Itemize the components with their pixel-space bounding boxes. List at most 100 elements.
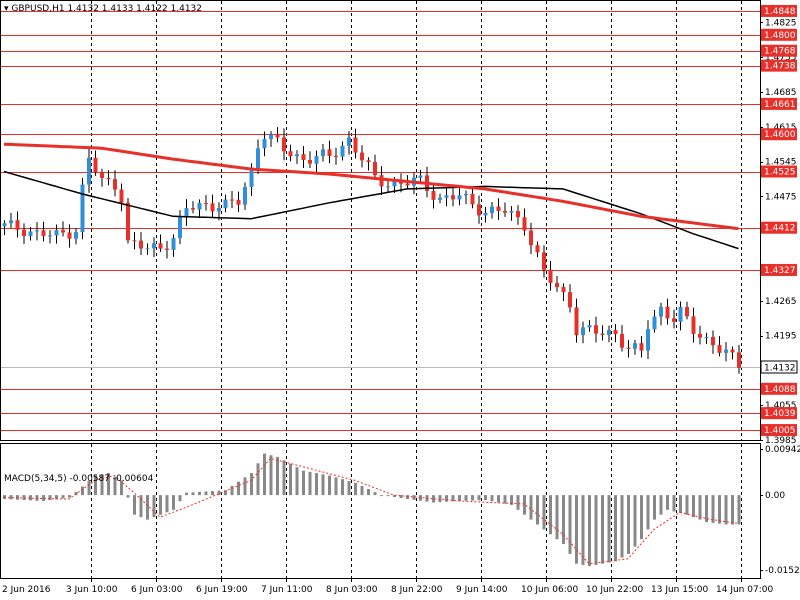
- candle-3: [22, 223, 26, 244]
- macd-bar-82: [536, 495, 539, 525]
- candle-35: [230, 191, 234, 209]
- macd-bar-22: [146, 495, 149, 520]
- candle-body: [87, 157, 91, 185]
- candle-body: [301, 154, 306, 160]
- level-tag-1.4738: 1.4738: [761, 59, 797, 72]
- symbol-timeframe: GBPUSD,H1: [11, 4, 65, 14]
- macd-bar-73: [477, 495, 481, 501]
- macd-bar-41: [269, 455, 273, 496]
- candle-body: [522, 217, 527, 231]
- candle-body: [15, 220, 20, 230]
- candle-body: [659, 306, 663, 317]
- level-tag-text: 1.4412: [764, 224, 796, 234]
- candle-body: [568, 292, 572, 308]
- level-tag-bg: [761, 165, 797, 178]
- level-tag-bg: [761, 382, 797, 395]
- macd-bar-44: [289, 463, 292, 496]
- macd-bar-79: [516, 495, 520, 510]
- candle-body: [392, 181, 397, 187]
- candle-body: [191, 208, 195, 210]
- macd-label: MACD(5,34,5): [4, 474, 67, 484]
- macd-bar-75: [490, 495, 494, 502]
- candle-10: [67, 224, 72, 248]
- macd-bar-49: [321, 474, 325, 496]
- candle-body: [327, 149, 332, 156]
- candle-0: [2, 220, 7, 236]
- candle-body: [35, 230, 39, 232]
- candle-37: [243, 182, 247, 210]
- macd-bar-95: [620, 495, 624, 558]
- candle-76: [496, 198, 501, 220]
- candle-41: [269, 131, 273, 147]
- macd-bar-89: [581, 495, 585, 565]
- candle-body: [399, 181, 403, 184]
- candle-109: [711, 330, 715, 354]
- macd-bar-60: [393, 495, 396, 498]
- macd-bar-45: [295, 467, 299, 496]
- candle-body: [470, 193, 475, 205]
- price-tick-1.4685: 1.4685: [765, 88, 797, 98]
- macd-bar-8: [55, 495, 58, 500]
- candle-20: [132, 231, 137, 250]
- candle-71: [464, 190, 468, 205]
- candle-55: [360, 145, 364, 168]
- candles: [2, 127, 741, 374]
- level-tag-text: 1.4600: [764, 130, 796, 140]
- time-label-1: 3 Jun 10:00: [66, 585, 118, 595]
- candle-32: [210, 194, 215, 218]
- candle-body: [503, 210, 507, 213]
- candle-body: [724, 349, 728, 353]
- candle-51: [334, 147, 338, 165]
- candle-body: [223, 199, 228, 209]
- macd-bar-76: [497, 495, 500, 503]
- candle-98: [639, 335, 644, 358]
- macd-tick--0.01529: -0.01529: [765, 566, 800, 576]
- macd-tick-0.00942: 0.00942: [765, 445, 800, 455]
- macd-bar-37: [243, 477, 247, 496]
- candle-28: [184, 199, 189, 226]
- macd-bar-64: [419, 495, 422, 501]
- macd-bar-88: [575, 495, 578, 564]
- candle-77: [503, 202, 507, 217]
- candle-13: [87, 148, 91, 193]
- candle-body: [184, 208, 189, 218]
- candle-body: [542, 252, 546, 270]
- candle-78: [509, 206, 514, 221]
- macd-bar-104: [679, 495, 682, 514]
- macd-bar-7: [48, 495, 52, 501]
- ohlc-values: 1.4132 1.4133 1.4122 1.4132: [67, 4, 203, 14]
- candle-15: [100, 168, 104, 187]
- candle-body: [295, 154, 299, 157]
- level-tag-bg: [761, 59, 797, 72]
- macd-bar-20: [133, 495, 136, 515]
- candle-105: [685, 301, 689, 320]
- time-axis: 2 Jun 2016 3 Jun 10:00 6 Jun 03:00 6 Jun 19…: [2, 578, 773, 595]
- candle-17: [113, 170, 117, 197]
- price-tick-1.4195: 1.4195: [765, 332, 797, 342]
- candle-body: [665, 306, 670, 319]
- candle-body: [509, 211, 514, 213]
- time-label-2: 6 Jun 03:00: [131, 585, 183, 595]
- candle-body: [620, 333, 624, 348]
- candle-body: [483, 213, 488, 216]
- candle-body: [171, 238, 176, 250]
- level-tag-1.4800: 1.4800: [761, 28, 797, 41]
- candle-body: [41, 230, 46, 237]
- candle-92: [600, 325, 605, 341]
- macd-bar-1: [9, 495, 13, 500]
- macd-bar-48: [315, 473, 318, 496]
- macd-bar-43: [282, 460, 286, 496]
- pane-collapse-icon[interactable]: ▾: [4, 4, 9, 14]
- candle-body: [490, 206, 494, 214]
- level-tag-text: 1.4005: [764, 426, 796, 436]
- macd-bar-9: [61, 495, 65, 499]
- macd-bar-62: [406, 495, 409, 500]
- candle-body: [548, 269, 553, 283]
- candle-body: [249, 169, 254, 188]
- macd-bar-4: [29, 495, 32, 501]
- macd-bar-19: [126, 495, 130, 498]
- time-label-9: 10 Jun 22:00: [586, 585, 643, 595]
- macd-bar-100: [653, 495, 656, 520]
- candle-49: [321, 144, 325, 162]
- level-tag-1.4525: 1.4525: [761, 165, 797, 178]
